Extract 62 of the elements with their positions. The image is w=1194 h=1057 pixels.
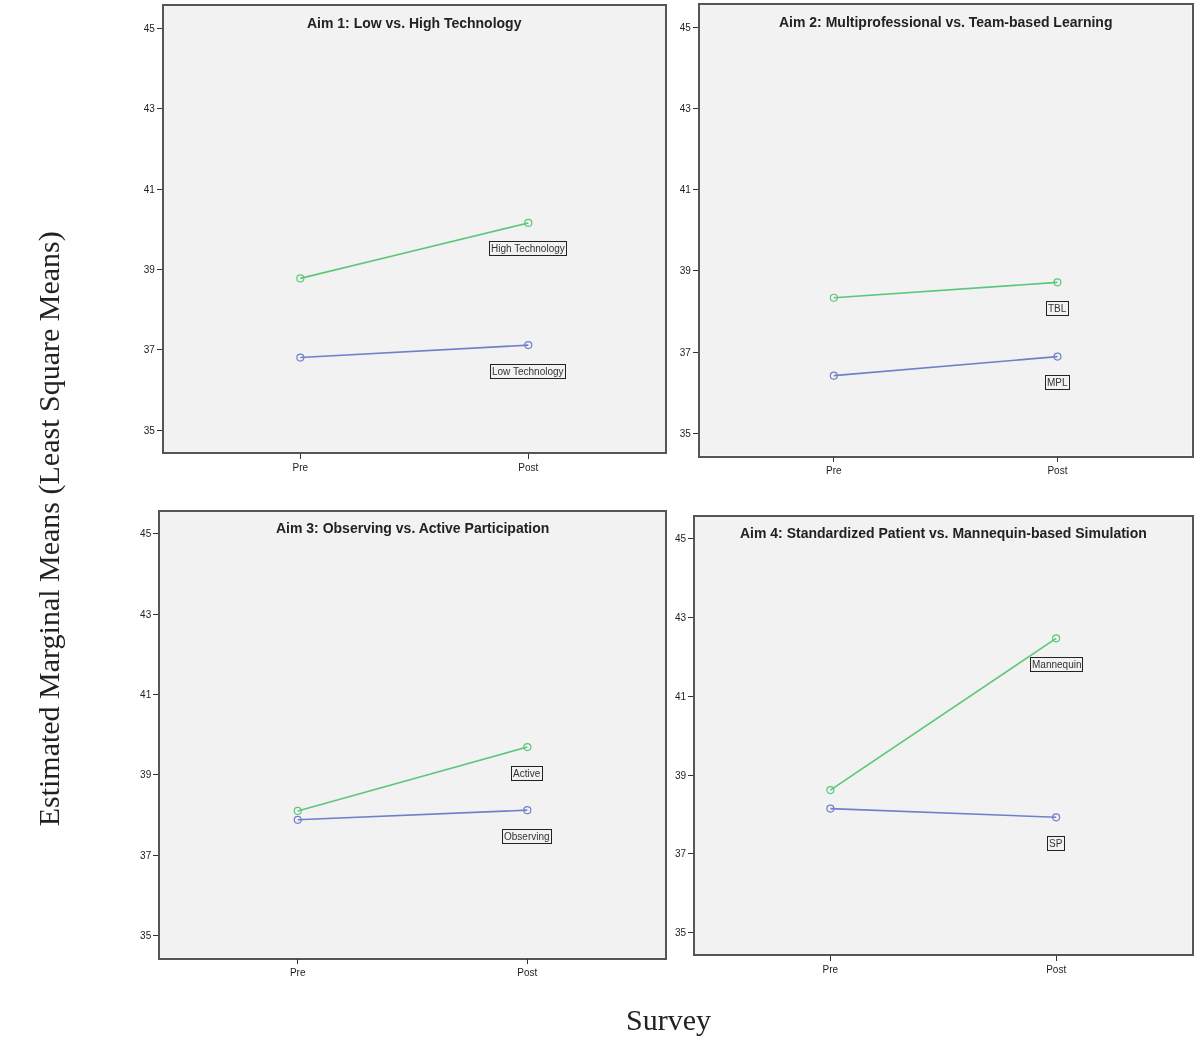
- x-tick-label: Post: [517, 967, 538, 979]
- y-tick-label: 35: [675, 927, 687, 939]
- y-tick-label: 41: [675, 690, 687, 702]
- x-tick-label: Pre: [289, 967, 306, 979]
- text: Aim 3: Observing vs. Active Participation: [276, 520, 550, 536]
- x-axis-title: Survey: [626, 1003, 711, 1036]
- x-tick-label: Post: [1047, 465, 1068, 477]
- y-tick-label: 43: [140, 608, 152, 620]
- y-tick-label: 37: [140, 849, 152, 861]
- y-tick-label: 43: [679, 103, 692, 115]
- y-tick-label: 39: [143, 264, 156, 276]
- y-tick-label: 41: [143, 183, 156, 195]
- y-tick-label: 37: [679, 346, 692, 358]
- y-tick-label: 39: [675, 769, 687, 781]
- series-label: High Technology: [491, 243, 565, 254]
- y-tick-label: 35: [679, 427, 692, 439]
- y-tick-label: 39: [140, 769, 152, 781]
- point: [293, 815, 302, 824]
- series-label: SP: [1049, 838, 1063, 849]
- y-tick-label: 43: [143, 103, 156, 115]
- point: [524, 218, 533, 228]
- y-tick-label: 43: [675, 611, 687, 623]
- point: [829, 371, 838, 380]
- series-label: MPL: [1047, 377, 1068, 388]
- series-label: TBL: [1048, 303, 1067, 314]
- series-label: Observing: [504, 831, 550, 842]
- y-tick-label: 45: [143, 22, 156, 34]
- x-tick-label: Pre: [826, 465, 843, 477]
- text: Aim 2: Multiprofessional vs. Team-based Learning: [779, 14, 1113, 30]
- point: [826, 785, 835, 795]
- x-tick-label: Pre: [292, 462, 309, 474]
- series-label: Mannequin: [1032, 659, 1082, 670]
- point: [1053, 278, 1062, 287]
- y-tick-label: 45: [140, 528, 152, 540]
- y-tick-label: 39: [679, 265, 692, 277]
- y-tick-label: 45: [675, 533, 687, 545]
- series-label: Active: [513, 768, 541, 779]
- point: [1053, 352, 1062, 361]
- x-tick-label: Pre: [822, 964, 839, 976]
- y-tick-label: 37: [675, 848, 687, 860]
- point: [1052, 813, 1061, 822]
- y-tick-label: 35: [140, 930, 152, 942]
- point: [523, 806, 532, 815]
- y-tick-label: 35: [143, 424, 156, 436]
- point: [523, 742, 532, 752]
- point: [1052, 634, 1061, 643]
- y-tick-label: 41: [679, 184, 692, 196]
- series-label: Low Technology: [492, 366, 564, 377]
- point: [296, 353, 305, 362]
- y-axis-title: Estimated Marginal Means (Least Square Means): [32, 231, 67, 827]
- point: [296, 274, 305, 283]
- x-tick-label: Post: [518, 462, 539, 474]
- y-tick-label: 37: [143, 344, 156, 356]
- point: [826, 804, 835, 813]
- text: Aim 4: Standardized Patient vs. Mannequin-based Simulation: [740, 525, 1147, 541]
- y-tick-label: 45: [679, 22, 692, 34]
- point: [829, 293, 838, 302]
- point: [524, 341, 533, 350]
- y-tick-label: 41: [140, 688, 152, 700]
- text: Aim 1: Low vs. High Technology: [307, 15, 522, 31]
- x-tick-label: Post: [1046, 964, 1067, 976]
- point: [293, 806, 302, 816]
